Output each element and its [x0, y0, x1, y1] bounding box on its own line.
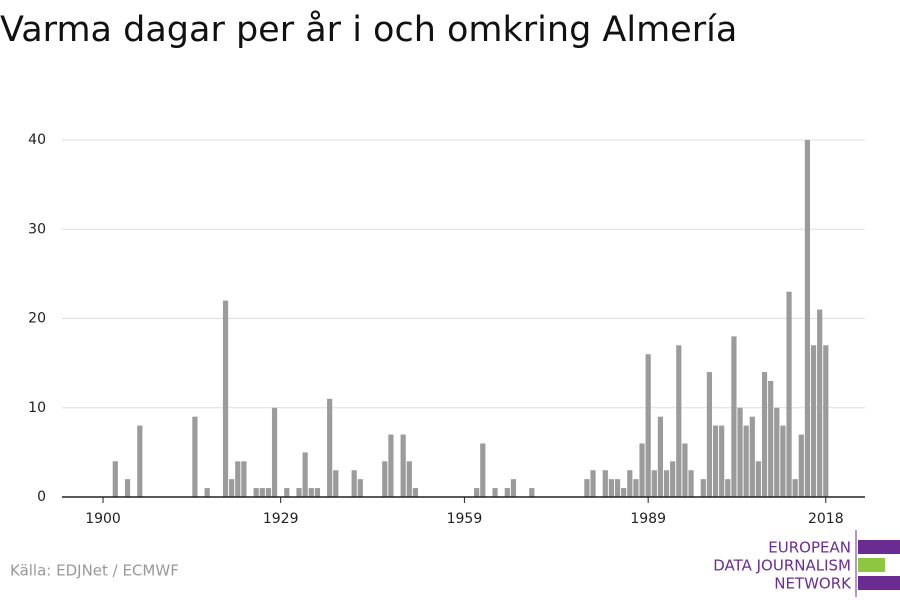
- bar: [229, 479, 235, 497]
- bar: [804, 140, 811, 497]
- bar: [780, 425, 786, 497]
- bar: [480, 443, 486, 497]
- bar: [265, 488, 272, 497]
- logo-text: EUROPEAN: [768, 539, 851, 557]
- bar: [737, 407, 743, 497]
- bar: [112, 461, 118, 497]
- x-tick-label: 1959: [447, 511, 483, 527]
- bar: [388, 434, 394, 497]
- bar: [688, 470, 694, 497]
- bar: [823, 345, 829, 497]
- bar: [492, 488, 498, 497]
- y-tick-label: 30: [28, 221, 46, 237]
- logo-bar: [858, 558, 885, 572]
- bar: [676, 345, 682, 497]
- bar: [614, 479, 621, 497]
- bar: [314, 488, 321, 497]
- bar: [817, 309, 823, 497]
- bar: [651, 470, 657, 497]
- bar: [725, 479, 731, 497]
- x-tick-label: 1900: [85, 511, 121, 527]
- logo-bar: [858, 576, 900, 590]
- bar: [253, 488, 259, 497]
- bar: [204, 488, 210, 497]
- bar: [792, 479, 798, 497]
- bar: [302, 452, 308, 497]
- bar: [749, 416, 755, 497]
- bar: [284, 488, 290, 497]
- bar: [271, 407, 278, 497]
- bar: [621, 488, 627, 497]
- y-tick-label: 40: [28, 132, 46, 148]
- bar: [682, 443, 688, 497]
- bar: [645, 354, 651, 497]
- bar: [706, 372, 713, 497]
- bar: [657, 416, 664, 497]
- x-tick-label: 1989: [630, 511, 666, 527]
- bar: [731, 336, 737, 497]
- y-tick-label: 20: [28, 311, 46, 327]
- bar: [810, 345, 817, 497]
- bar: [608, 479, 615, 497]
- bar: [192, 416, 198, 497]
- bar: [584, 479, 590, 497]
- logo-text: NETWORK: [774, 575, 852, 593]
- logo-bar: [858, 540, 900, 554]
- bar: [474, 488, 480, 497]
- bar: [241, 461, 247, 497]
- logo-text: DATA JOURNALISM: [713, 557, 851, 575]
- bar: [719, 425, 725, 497]
- bar: [529, 488, 535, 497]
- source: Källa: EDJNet / ECMWF: [10, 562, 179, 580]
- bar: [743, 425, 749, 497]
- bar: [761, 372, 768, 497]
- bar: [627, 470, 633, 497]
- bar: [798, 434, 804, 497]
- bar: [357, 479, 363, 497]
- bar: [700, 479, 706, 497]
- bar: [296, 488, 302, 497]
- bar: [406, 461, 412, 497]
- x-tick-label: 1929: [263, 511, 299, 527]
- bar: [327, 398, 333, 497]
- y-tick-label: 10: [28, 400, 46, 416]
- bar: [382, 461, 388, 497]
- bar: [412, 488, 419, 497]
- bar: [222, 300, 229, 497]
- x-tick-label: 2018: [808, 511, 844, 527]
- bar: [602, 470, 608, 497]
- bar: [768, 380, 774, 497]
- bar: [235, 461, 241, 497]
- bar: [670, 461, 676, 497]
- bar: [333, 470, 339, 497]
- chart-title: Varma dagar per år i och omkring Almería: [0, 9, 737, 50]
- bar: [786, 291, 792, 497]
- bar: [755, 461, 762, 497]
- bar: [639, 443, 645, 497]
- bar: [124, 479, 131, 497]
- bar: [308, 488, 314, 497]
- bar: [712, 425, 719, 497]
- bar: [774, 407, 780, 497]
- bar: [590, 470, 596, 497]
- bar: [633, 479, 639, 497]
- bar: [663, 470, 670, 497]
- bar: [259, 488, 265, 497]
- bar: [504, 488, 510, 497]
- bar: [137, 425, 143, 497]
- bar: [351, 470, 357, 497]
- bar: [510, 479, 517, 497]
- y-tick-label: 0: [37, 489, 46, 505]
- bar: [400, 434, 406, 497]
